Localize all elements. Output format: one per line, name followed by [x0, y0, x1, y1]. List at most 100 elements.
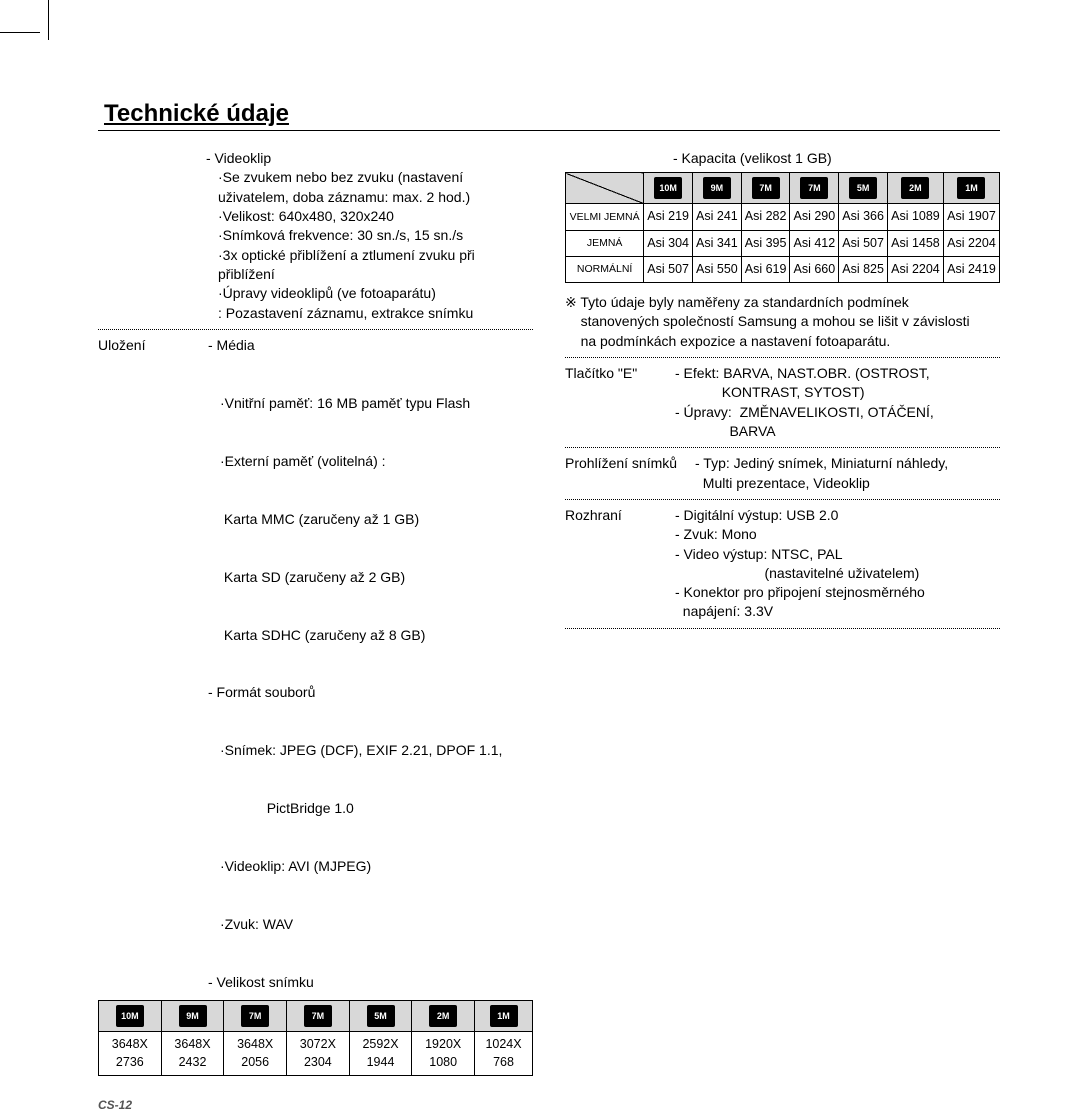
res-icon: 7M — [304, 1005, 332, 1027]
cell: 3648X 2736 — [99, 1032, 162, 1076]
e-line: BARVA — [675, 422, 1000, 441]
cell: Asi 1089 — [887, 204, 943, 230]
cell: Asi 825 — [839, 256, 888, 282]
cell: Asi 2419 — [943, 256, 999, 282]
cell: Asi 2204 — [943, 230, 999, 256]
image-size-table: 10M 9M 7M 7M 5M 2M 1M 3648X 2736 3648X 2… — [98, 1000, 533, 1076]
view-line: - Typ: Jediný snímek, Miniaturní náhledy… — [695, 454, 1000, 473]
image-size-table-wrap: 10M 9M 7M 7M 5M 2M 1M 3648X 2736 3648X 2… — [98, 1000, 533, 1076]
res-icon: 7M — [800, 177, 828, 199]
vc-line: uživatelem, doba záznamu: max. 2 hod.) — [218, 188, 533, 207]
cell: Asi 550 — [693, 256, 742, 282]
viewing-section: Prohlížení snímků - Typ: Jediný snímek, … — [565, 454, 1000, 493]
left-column: - Videoklip ·Se zvukem nebo bez zvuku (n… — [98, 149, 533, 1076]
table-header-row: 10M 9M 7M 7M 5M 2M 1M — [99, 1001, 533, 1032]
format-line: ·Zvuk: WAV — [220, 915, 533, 934]
cell: Asi 619 — [741, 256, 790, 282]
capacity-table: 10M 9M 7M 7M 5M 2M 1M VELMI JEMNÁ Asi 21… — [565, 172, 1000, 283]
capacity-title: - Kapacita (velikost 1 GB) — [565, 149, 1000, 168]
table-row: VELMI JEMNÁ Asi 219 Asi 241 Asi 282 Asi … — [566, 204, 1000, 230]
cell: 3072X 2304 — [287, 1032, 350, 1076]
res-icon: 7M — [752, 177, 780, 199]
cell: 3648X 2432 — [161, 1032, 224, 1076]
view-line: Multi prezentace, Videoklip — [695, 474, 1000, 493]
table-row: 3648X 2736 3648X 2432 3648X 2056 3072X 2… — [99, 1032, 533, 1076]
interface-section: Rozhraní - Digitální výstup: USB 2.0 - Z… — [565, 506, 1000, 622]
table-row: NORMÁLNÍ Asi 507 Asi 550 Asi 619 Asi 660… — [566, 256, 1000, 282]
separator — [565, 628, 1000, 629]
res-icon: 10M — [116, 1005, 144, 1027]
cell: Asi 2204 — [887, 256, 943, 282]
separator — [98, 329, 533, 330]
page-number: CS-12 — [98, 1098, 132, 1112]
cell: 3648X 2056 — [224, 1032, 287, 1076]
e-button-label: Tlačítko "E" — [565, 364, 675, 441]
vc-line: : Pozastavení záznamu, extrakce snímku — [218, 304, 533, 323]
cell: Asi 282 — [741, 204, 790, 230]
videoclip-head: - Videoklip — [206, 149, 533, 168]
format-line: PictBridge 1.0 — [220, 799, 533, 818]
cell: Asi 412 — [790, 230, 839, 256]
page-title: Technické údaje — [98, 100, 289, 130]
media-line: Karta MMC (zaručeny až 1 GB) — [220, 510, 533, 529]
res-icon: 10M — [654, 177, 682, 199]
separator — [565, 499, 1000, 500]
format-line: ·Snímek: JPEG (DCF), EXIF 2.21, DPOF 1.1… — [220, 741, 533, 760]
footnote: ※ Tyto údaje byly naměřeny za standardní… — [565, 293, 1000, 351]
size-head: - Velikost snímku — [208, 973, 533, 992]
vc-line: ·Se zvukem nebo bez zvuku (nastavení — [218, 168, 533, 187]
storage-section: Uložení - Média ·Vnitřní paměť: 16 MB pa… — [98, 336, 533, 993]
right-column: - Kapacita (velikost 1 GB) 10M 9M 7M 7M … — [565, 149, 1000, 1076]
corner-cell — [566, 173, 644, 204]
vc-line: ·Velikost: 640x480, 320x240 — [218, 207, 533, 226]
if-line: - Video výstup: NTSC, PAL — [675, 545, 1000, 564]
e-button-section: Tlačítko "E" - Efekt: BARVA, NAST.OBR. (… — [565, 364, 1000, 441]
res-icon: 9M — [179, 1005, 207, 1027]
res-icon: 7M — [241, 1005, 269, 1027]
videoclip-section: - Videoklip ·Se zvukem nebo bez zvuku (n… — [98, 149, 533, 323]
table-header-row: 10M 9M 7M 7M 5M 2M 1M — [566, 173, 1000, 204]
e-line: - Efekt: BARVA, NAST.OBR. (OSTROST, — [675, 364, 1000, 383]
cell: Asi 1907 — [943, 204, 999, 230]
vc-line: ·3x optické přiblížení a ztlumení zvuku … — [218, 246, 533, 285]
title-row: Technické údaje — [98, 100, 1000, 131]
cell: Asi 304 — [644, 230, 693, 256]
format-line: ·Videoklip: AVI (MJPEG) — [220, 857, 533, 876]
cell: 1920X 1080 — [412, 1032, 475, 1076]
if-line: - Digitální výstup: USB 2.0 — [675, 506, 1000, 525]
res-icon: 9M — [703, 177, 731, 199]
cell: Asi 1458 — [887, 230, 943, 256]
cell: Asi 366 — [839, 204, 888, 230]
media-line: Karta SDHC (zaručeny až 8 GB) — [220, 626, 533, 645]
if-line: (nastavitelné uživatelem) — [675, 564, 1000, 583]
vc-line: ·Úpravy videoklipů (ve fotoaparátu) — [218, 284, 533, 303]
cell: Asi 660 — [790, 256, 839, 282]
columns: - Videoklip ·Se zvukem nebo bez zvuku (n… — [98, 149, 1000, 1076]
page-content: Technické údaje - Videoklip ·Se zvukem n… — [60, 40, 1030, 1106]
cell: Asi 290 — [790, 204, 839, 230]
cell: Asi 341 — [693, 230, 742, 256]
interface-label: Rozhraní — [565, 506, 675, 622]
if-line: - Zvuk: Mono — [675, 525, 1000, 544]
cell: Asi 395 — [741, 230, 790, 256]
capacity-table-wrap: 10M 9M 7M 7M 5M 2M 1M VELMI JEMNÁ Asi 21… — [565, 172, 1000, 283]
media-line: ·Externí paměť (volitelná) : — [220, 452, 533, 471]
cell: Asi 219 — [644, 204, 693, 230]
media-line: ·Vnitřní paměť: 16 MB paměť typu Flash — [220, 394, 533, 413]
table-row: JEMNÁ Asi 304 Asi 341 Asi 395 Asi 412 As… — [566, 230, 1000, 256]
media-head: - Média — [208, 336, 533, 355]
if-line: napájení: 3.3V — [675, 602, 1000, 621]
if-line: - Konektor pro připojení stejnosměrného — [675, 583, 1000, 602]
e-line: - Úpravy: ZMĚNAVELIKOSTI, OTÁČENÍ, — [675, 403, 1000, 422]
cell: Asi 241 — [693, 204, 742, 230]
cell: Asi 507 — [644, 256, 693, 282]
vc-line: ·Snímková frekvence: 30 sn./s, 15 sn./s — [218, 226, 533, 245]
format-head: - Formát souborů — [208, 683, 533, 702]
res-icon: 5M — [367, 1005, 395, 1027]
e-line: KONTRAST, SYTOST) — [675, 383, 1000, 402]
storage-label: Uložení — [98, 336, 208, 993]
cell: 2592X 1944 — [349, 1032, 412, 1076]
cell: Asi 507 — [839, 230, 888, 256]
res-icon: 2M — [901, 177, 929, 199]
res-icon: 1M — [490, 1005, 518, 1027]
